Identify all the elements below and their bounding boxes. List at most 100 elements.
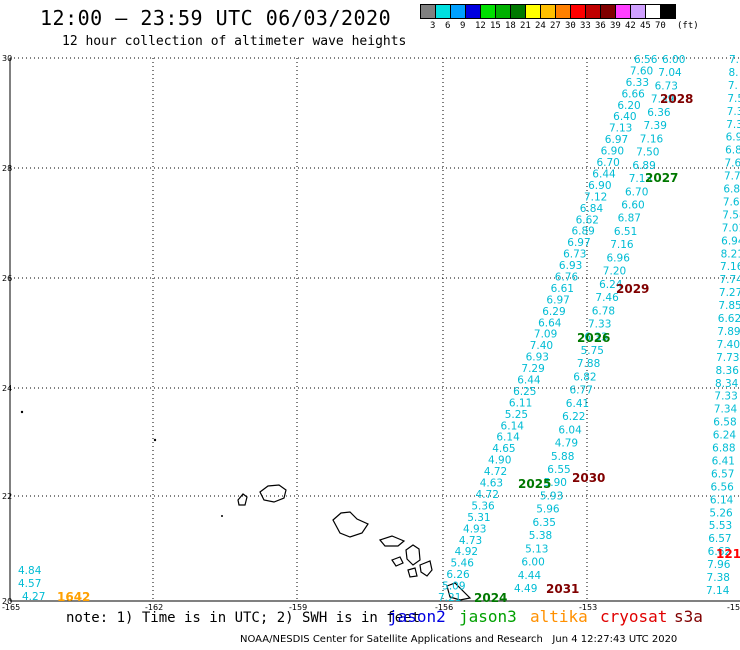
swh-value-track-b: 6.82 — [573, 371, 596, 383]
swh-value-track-c: 7. — [729, 54, 739, 66]
swh-value-track-b: 7.50 — [636, 147, 659, 159]
swh-value-track-a: 4.72 — [484, 466, 507, 478]
swh-value-track-a: 6.20 — [617, 100, 640, 112]
swh-value-track-a: 6.44 — [592, 168, 616, 180]
island-outline — [405, 544, 421, 566]
swh-value-track-c: 6.24 — [713, 430, 737, 442]
footer-note: note: 1) Time is in UTC; 2) SWH is in fe… — [66, 610, 421, 626]
swh-value-track-c: 7.16 — [720, 261, 740, 273]
swh-value-track-b: 7.46 — [595, 292, 619, 304]
pass-label: 2026 — [577, 331, 610, 345]
swh-value-track-a: 6.97 — [605, 134, 628, 146]
swh-value-track-b: 6.24 — [599, 279, 623, 291]
legend-label: 39 — [610, 21, 621, 31]
swh-value-track-a: 4.93 — [463, 523, 486, 535]
legend-cryosat: cryosat — [600, 607, 668, 626]
swh-value-track-c: 6.57 — [711, 468, 734, 480]
swh-value-track-a: 6.76 — [555, 271, 579, 283]
lon-tick-label: -153 — [579, 603, 597, 612]
swh-value-track-b: 4.49 — [514, 583, 537, 595]
swh-value-track-b: 6.70 — [625, 186, 648, 198]
swh-value-track-c: 7.74 — [719, 274, 740, 286]
swh-value-track-a: 6.62 — [576, 214, 599, 226]
pass-label: 2031 — [546, 582, 579, 596]
pass-label: 2030 — [572, 471, 605, 485]
swh-value-track-b: 5.90 — [544, 477, 567, 489]
lat-tick-label: 22 — [2, 492, 12, 501]
lat-tick-label: 26 — [2, 274, 12, 283]
swh-value-track-c: 6.14 — [710, 494, 734, 506]
swh-value-track-b: 7.39 — [651, 94, 674, 106]
pass-label: 121 — [716, 547, 740, 561]
swh-value-track-a: 6.64 — [538, 317, 562, 329]
swh-value-track-a: 6.90 — [588, 180, 611, 192]
legend-label: 30 — [565, 21, 576, 31]
pass-label: 2028 — [660, 92, 693, 106]
page-subtitle: 12 hour collection of altimeter wave hei… — [62, 34, 407, 49]
swh-value-track-c: 7.89 — [717, 326, 740, 338]
swh-value-track-a: 6.73 — [563, 249, 586, 261]
swh-value-track-a: 7.21 — [438, 592, 461, 604]
page-title: 12:00 – 23:59 UTC 06/03/2020 — [40, 6, 392, 30]
swh-value-track-c: 7.58 — [722, 209, 740, 221]
swh-value-track-a: 6.84 — [580, 203, 604, 215]
island-outline — [332, 511, 369, 538]
swh-value-track-c: 7.85 — [718, 300, 740, 312]
swh-value-track-a: 7.09 — [534, 329, 557, 341]
swh-value-track-a: 4.73 — [459, 535, 482, 547]
swh-value-track-c: 6.58 — [713, 417, 736, 429]
swh-value-track-a: 5.36 — [471, 500, 495, 512]
legend-label: 24 — [535, 21, 546, 31]
swh-value-track-b: 6.96 — [607, 252, 631, 264]
swh-value-track-c: 6.62 — [718, 313, 740, 325]
swh-value-track-c: 6.9 — [726, 132, 740, 144]
lat-tick-label: 24 — [2, 384, 12, 393]
swh-value-track-c: 7.34 — [714, 404, 738, 416]
swh-value-track-b: 6.87 — [618, 213, 641, 225]
swh-value-track-a: 6.61 — [551, 283, 574, 295]
swh-value-track-b: 6.77 — [570, 385, 593, 397]
swh-value-track-a: 6.25 — [513, 386, 536, 398]
swh-value-track-c: 7.33 — [714, 391, 737, 403]
swh-value-track-c: 6.62 — [708, 546, 731, 558]
swh-value-track-c: 6.56 — [710, 481, 734, 493]
swh-value-track-c: 5.53 — [709, 520, 732, 532]
swh-value-track-c: 7.73 — [724, 171, 740, 183]
legend-swatch — [660, 4, 676, 19]
pass-label: 2025 — [518, 477, 551, 491]
swh-value-track-a: 4.63 — [480, 478, 503, 490]
pass-label: 2027 — [645, 171, 678, 185]
legend-label: 6 — [445, 21, 451, 31]
swh-value-track-a: 5.25 — [505, 409, 528, 421]
swh-value-track-c: 7.60 — [723, 196, 740, 208]
legend-jason2: jason2 — [388, 607, 446, 626]
swh-value-track-c: 7.14 — [706, 585, 730, 597]
lat-tick-label: 20 — [2, 597, 12, 606]
swh-value-sw: 4.27 — [22, 591, 45, 603]
swh-value-track-b: 7.16 — [610, 239, 634, 251]
swh-value-track-b: 7.39 — [644, 120, 667, 132]
lon-tick-label: -162 — [145, 603, 163, 612]
swh-value-track-b: 7.13 — [629, 173, 652, 185]
swh-value-track-a: 7.12 — [584, 191, 607, 203]
island-outline — [446, 582, 472, 601]
swh-value-track-c: 8.21 — [721, 248, 740, 260]
legend-unit: (ft) — [677, 21, 699, 31]
swh-value-track-a: 6.90 — [601, 146, 624, 158]
island-outline — [378, 535, 406, 547]
swh-value-track-a: 6.56 — [634, 54, 658, 66]
swh-value-track-c: 7.96 — [707, 559, 731, 571]
legend-label: 9 — [460, 21, 466, 31]
swh-value-track-a: 6.66 — [621, 88, 645, 100]
swh-value-track-a: 4.65 — [492, 443, 515, 455]
legend-label: 3 — [430, 21, 436, 31]
swh-value-track-a: 6.11 — [509, 397, 532, 409]
swh-value-track-c: 7. — [728, 80, 738, 92]
swh-value-track-c: 7.01 — [722, 222, 740, 234]
legend-label: 33 — [580, 21, 591, 31]
swh-value-track-b: 6.33 — [584, 332, 607, 344]
swh-value-track-c: 7.27 — [719, 287, 740, 299]
swh-value-track-c: 7.73 — [716, 352, 739, 364]
swh-value-track-b: 4.79 — [555, 438, 578, 450]
legend-label: 45 — [640, 21, 651, 31]
